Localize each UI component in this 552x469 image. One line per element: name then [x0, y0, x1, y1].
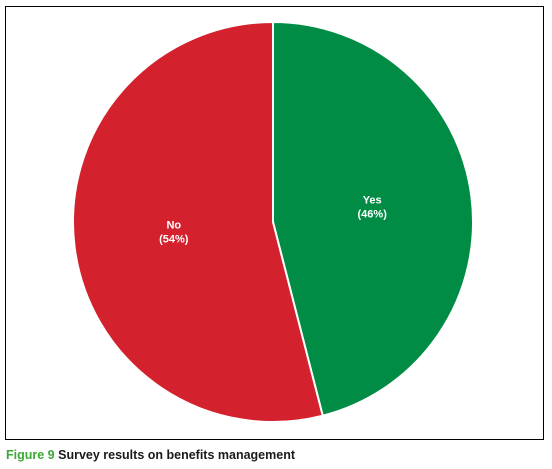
- figure-number: Figure 9: [6, 448, 55, 462]
- slice-label-no: No: [166, 220, 181, 232]
- pie-slice-yes: [272, 20, 475, 417]
- pie-slice-no: [72, 20, 324, 423]
- pie-chart: Yes (46%) No (54%): [72, 20, 475, 423]
- figure-caption: Figure 9 Survey results on benefits mana…: [6, 448, 295, 462]
- slice-label-yes: Yes: [363, 195, 382, 207]
- chart-frame: Yes (46%) No (54%): [5, 6, 544, 440]
- figure-caption-text: Survey results on benefits management: [58, 448, 295, 462]
- slice-percent-yes: (46%): [358, 209, 388, 221]
- slice-percent-no: (54%): [159, 234, 189, 246]
